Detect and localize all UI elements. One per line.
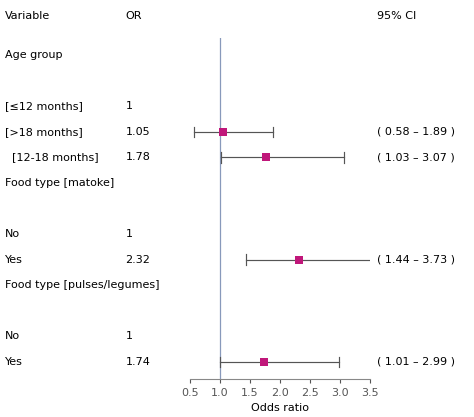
Text: 1: 1 — [126, 101, 133, 111]
Text: 1.05: 1.05 — [126, 127, 150, 137]
Text: Yes: Yes — [5, 254, 23, 264]
Text: ( 1.44 – 3.73 ): ( 1.44 – 3.73 ) — [377, 254, 455, 264]
Text: OR: OR — [126, 11, 142, 21]
Text: ( 1.01 – 2.99 ): ( 1.01 – 2.99 ) — [377, 357, 455, 367]
Text: ( 0.58 – 1.89 ): ( 0.58 – 1.89 ) — [377, 127, 455, 137]
Text: No: No — [5, 229, 20, 239]
Text: [12-18 months]: [12-18 months] — [5, 153, 99, 163]
Text: No: No — [5, 331, 20, 341]
Text: ( 1.03 – 3.07 ): ( 1.03 – 3.07 ) — [377, 153, 455, 163]
X-axis label: Odds ratio: Odds ratio — [251, 403, 309, 413]
Text: [≤12 months]: [≤12 months] — [5, 101, 82, 111]
Text: 1: 1 — [126, 331, 133, 341]
Text: 1.74: 1.74 — [126, 357, 150, 367]
Text: Age group: Age group — [5, 50, 62, 60]
Text: Food type [pulses/legumes]: Food type [pulses/legumes] — [5, 280, 159, 290]
Text: 1: 1 — [126, 229, 133, 239]
Text: 95% CI: 95% CI — [377, 11, 416, 21]
Text: [>18 months]: [>18 months] — [5, 127, 82, 137]
Text: 2.32: 2.32 — [126, 254, 150, 264]
Text: Food type [matoke]: Food type [matoke] — [5, 178, 114, 188]
Text: Yes: Yes — [5, 357, 23, 367]
Text: Variable: Variable — [5, 11, 50, 21]
Text: 1.78: 1.78 — [126, 153, 150, 163]
